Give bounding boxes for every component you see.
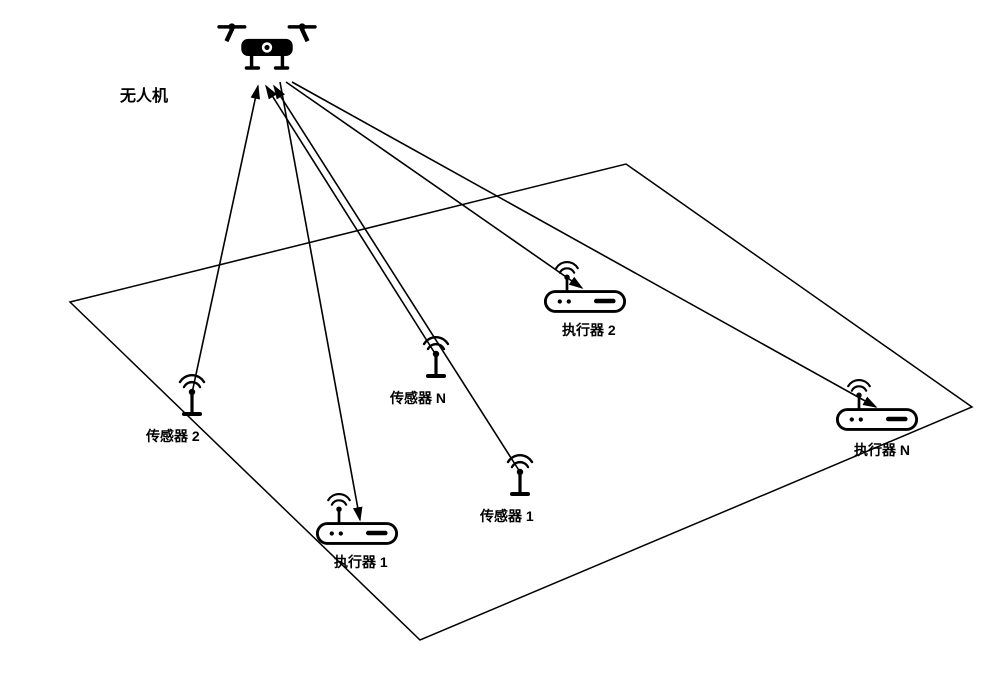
actuator-n-label: 执行器 N [854,440,910,460]
actuator-1-icon [312,490,402,550]
sensor-n-icon [416,332,456,382]
drone-label: 无人机 [120,82,168,106]
sensor-n-label: 传感器 N [390,388,446,408]
drone-icon [212,20,322,80]
sensor-2-icon [172,370,212,420]
sensor-1-icon [500,450,540,500]
actuator-1-label: 执行器 1 [334,552,388,572]
sensor-2-label: 传感器 2 [146,426,200,446]
actuator-2-icon [540,258,630,318]
actuator-2-label: 执行器 2 [562,320,616,340]
diagram-stage: 无人机 传感器 2 传感器 N 传感器 1 [0,0,1000,680]
sensor-1-label: 传感器 1 [480,506,534,526]
actuator-n-icon [832,376,922,436]
